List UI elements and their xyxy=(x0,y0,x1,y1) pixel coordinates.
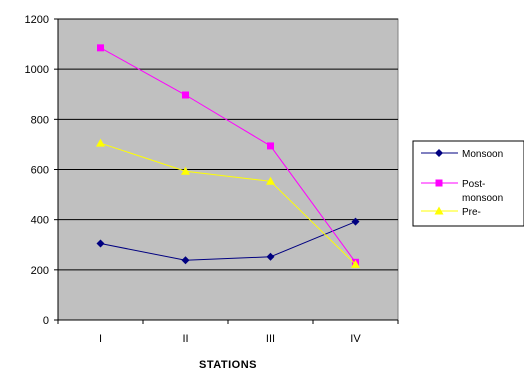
legend-label: Pre- xyxy=(462,207,481,218)
series-line xyxy=(100,221,356,261)
y-tick-label: 400 xyxy=(31,215,49,227)
y-tick-label: 200 xyxy=(31,265,49,277)
legend-item: Post-monsoon xyxy=(421,179,503,204)
x-axis-ticks: I II III IV xyxy=(57,320,399,345)
y-tick-label: 1000 xyxy=(25,64,49,76)
series-pre- xyxy=(96,138,360,268)
data-point xyxy=(97,44,104,52)
x-tick-label: II xyxy=(182,333,188,345)
x-tick-label: III xyxy=(266,333,275,345)
data-point xyxy=(181,256,190,265)
legend-item: Monsoon xyxy=(421,149,503,160)
y-tick-label: 800 xyxy=(31,114,49,126)
legend-marker xyxy=(435,179,443,187)
legend-marker xyxy=(435,149,443,157)
y-tick-label: 0 xyxy=(43,315,49,327)
series-layer xyxy=(96,44,360,268)
legend-label: Monsoon xyxy=(462,149,503,160)
data-point xyxy=(96,138,105,147)
series-monsoon xyxy=(96,217,360,265)
data-point xyxy=(351,259,360,268)
data-point xyxy=(267,142,274,150)
data-point xyxy=(182,91,189,99)
legend-marker xyxy=(434,206,444,215)
data-point xyxy=(181,166,190,175)
y-tick-label: 1200 xyxy=(25,14,49,26)
series-line xyxy=(100,47,356,263)
legend-label: Post- xyxy=(462,179,485,190)
data-point xyxy=(266,252,275,261)
legend-label: monsoon xyxy=(462,193,503,204)
legend: Monsoon Post-monsoon Pre- xyxy=(412,140,524,227)
x-tick-label: I xyxy=(99,333,102,345)
data-point xyxy=(266,176,275,185)
series-line xyxy=(100,142,356,265)
y-axis-ticks: 0 200 400 600 800 1000 1200 xyxy=(25,14,58,327)
gridlines xyxy=(58,18,398,271)
data-point xyxy=(351,217,360,226)
x-tick-label: IV xyxy=(350,333,361,345)
x-axis-label: STATIONS xyxy=(199,359,257,371)
legend-item: Pre- xyxy=(421,206,481,218)
data-point xyxy=(96,239,105,248)
legend-items: Monsoon Post-monsoon Pre- xyxy=(421,149,503,218)
y-tick-label: 600 xyxy=(31,165,49,177)
